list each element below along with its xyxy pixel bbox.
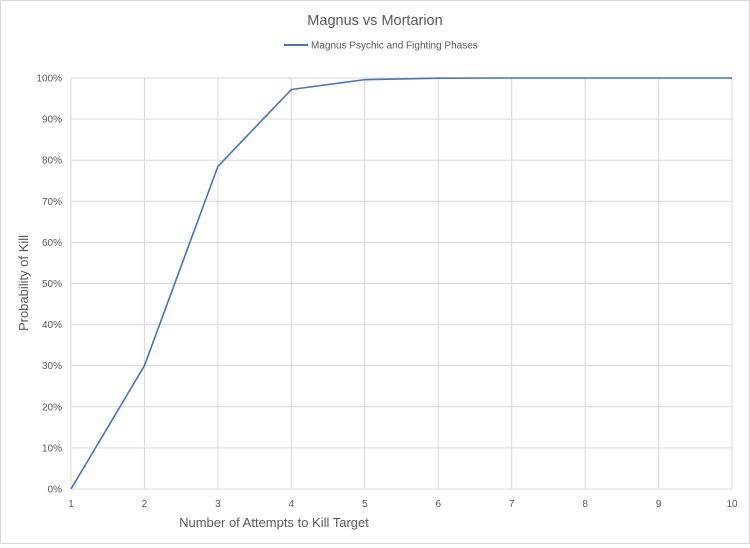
y-tick-label: 0% [48, 485, 63, 496]
y-tick-label: 30% [42, 361, 62, 372]
x-tick-label: 7 [509, 499, 515, 510]
legend-entry: Magnus Psychic and Fighting Phases [311, 41, 478, 52]
x-tick-label: 6 [435, 499, 441, 510]
y-tick-label: 70% [42, 197, 62, 208]
x-tick-label: 9 [656, 499, 662, 510]
x-tick-label: 4 [289, 499, 295, 510]
y-tick-label: 80% [42, 156, 62, 167]
y-tick-label: 60% [42, 238, 62, 249]
gridlines [70, 77, 733, 490]
y-tick-label: 50% [42, 279, 62, 290]
x-tick-label: 10 [726, 499, 738, 510]
y-tick-label: 10% [42, 443, 62, 454]
series-line [70, 77, 732, 490]
y-tick-label: 100% [36, 74, 62, 85]
y-tick-label: 20% [42, 402, 62, 413]
chart-title: Magnus vs Mortarion [307, 13, 442, 29]
x-tick-label: 5 [362, 499, 368, 510]
y-tick-label: 40% [42, 320, 62, 331]
y-axis-title: Probability of Kill [16, 235, 31, 331]
y-axis-ticks: 0% 10% 20% 30% 40% 50% 60% 70% 80% 90% 100% [36, 74, 62, 496]
x-axis-title: Number of Attempts to Kill Target [179, 515, 369, 530]
x-tick-label: 2 [142, 499, 148, 510]
x-axis-ticks: 1 2 3 4 5 6 7 8 9 10 [68, 499, 738, 510]
x-tick-label: 1 [68, 499, 74, 510]
legend: Magnus Psychic and Fighting Phases [284, 41, 478, 52]
y-tick-label: 90% [42, 115, 62, 126]
series-layer [70, 77, 732, 490]
x-tick-label: 8 [582, 499, 588, 510]
x-tick-label: 3 [215, 499, 221, 510]
